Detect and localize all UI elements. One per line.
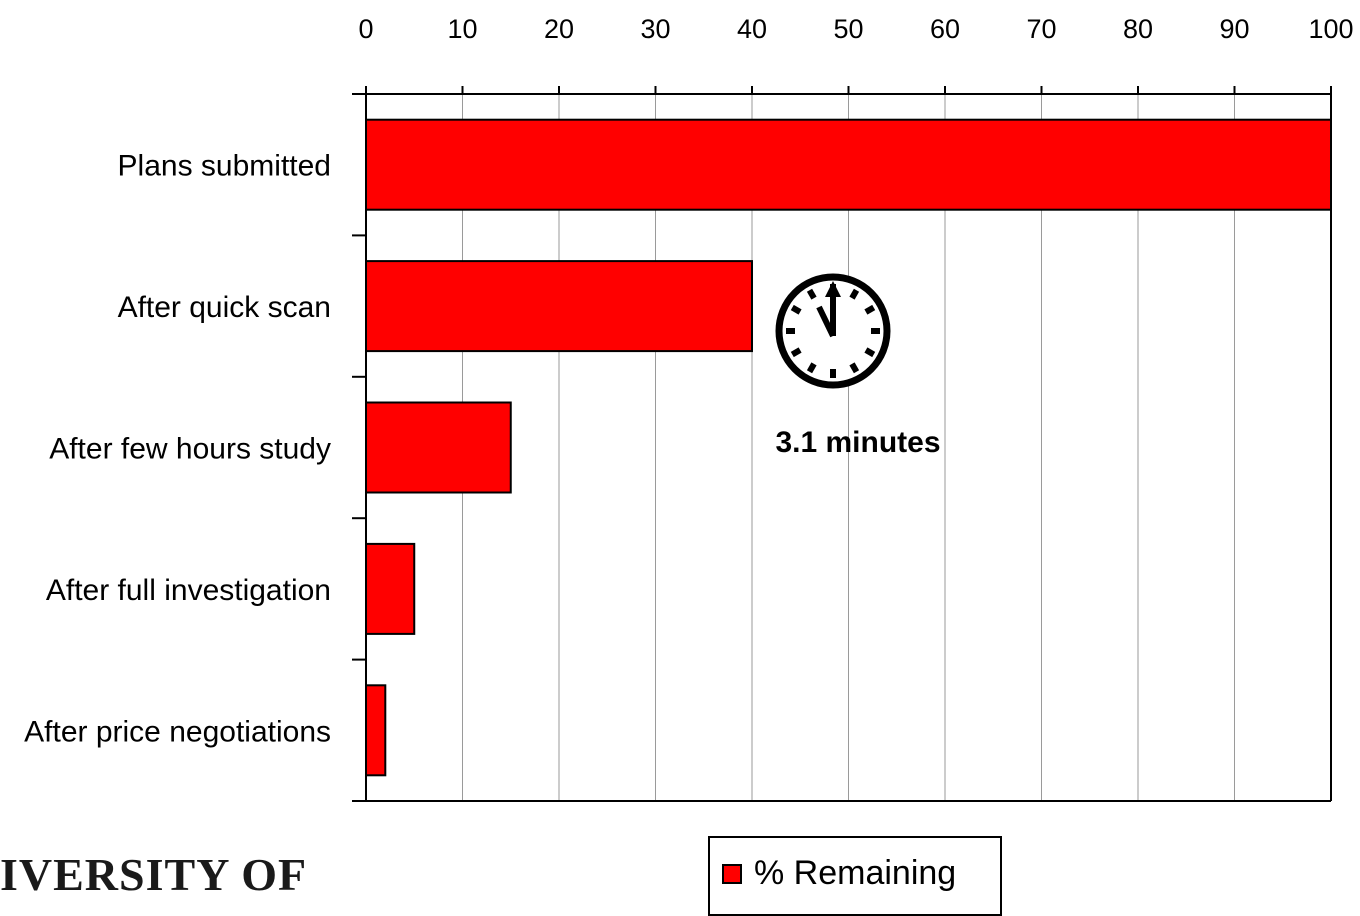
bar (365, 401, 512, 494)
x-tick-label: 90 (1219, 14, 1249, 44)
x-tick-label: 0 (358, 14, 373, 44)
clock-tick (790, 304, 802, 315)
category-label: Plans submitted (118, 150, 331, 183)
category-label: After quick scan (118, 291, 331, 324)
clock-tick (849, 362, 860, 374)
legend-swatch (722, 864, 742, 884)
x-tick-label: 60 (930, 14, 960, 44)
x-tick-label: 80 (1123, 14, 1153, 44)
x-tick-label: 40 (737, 14, 767, 44)
bar (365, 260, 753, 353)
legend-label: % Remaining (754, 854, 957, 892)
bar (365, 542, 416, 635)
clock-icon (775, 273, 891, 389)
category-label: After full investigation (46, 574, 331, 607)
category-labels: Plans submitted After quick scan After few… (24, 150, 331, 749)
clock-tick (864, 304, 876, 315)
x-tick-label: 10 (447, 14, 477, 44)
x-tick-label: 20 (544, 14, 574, 44)
x-tick-label: 100 (1308, 14, 1353, 44)
gridlines (462, 94, 1235, 801)
x-tick-label: 30 (640, 14, 670, 44)
university-logo-text: IVERSITY OF (0, 849, 308, 900)
legend: % Remaining (708, 836, 1002, 916)
axes (352, 86, 1332, 802)
clock-tick (790, 347, 802, 358)
bar (365, 684, 387, 777)
clock-tick (806, 288, 817, 300)
x-tick-label: 50 (833, 14, 863, 44)
clock-tick (806, 362, 817, 374)
x-tick-label: 70 (1026, 14, 1056, 44)
clock-tick (849, 288, 860, 300)
clock-tick (864, 347, 876, 358)
category-label: After few hours study (49, 433, 331, 466)
x-tick-labels: 0 10 20 30 40 50 60 70 80 90 100 (358, 14, 1353, 44)
bar (365, 118, 1332, 211)
category-label: After price negotiations (24, 715, 331, 748)
annotation-text: 3.1 minutes (775, 426, 940, 459)
